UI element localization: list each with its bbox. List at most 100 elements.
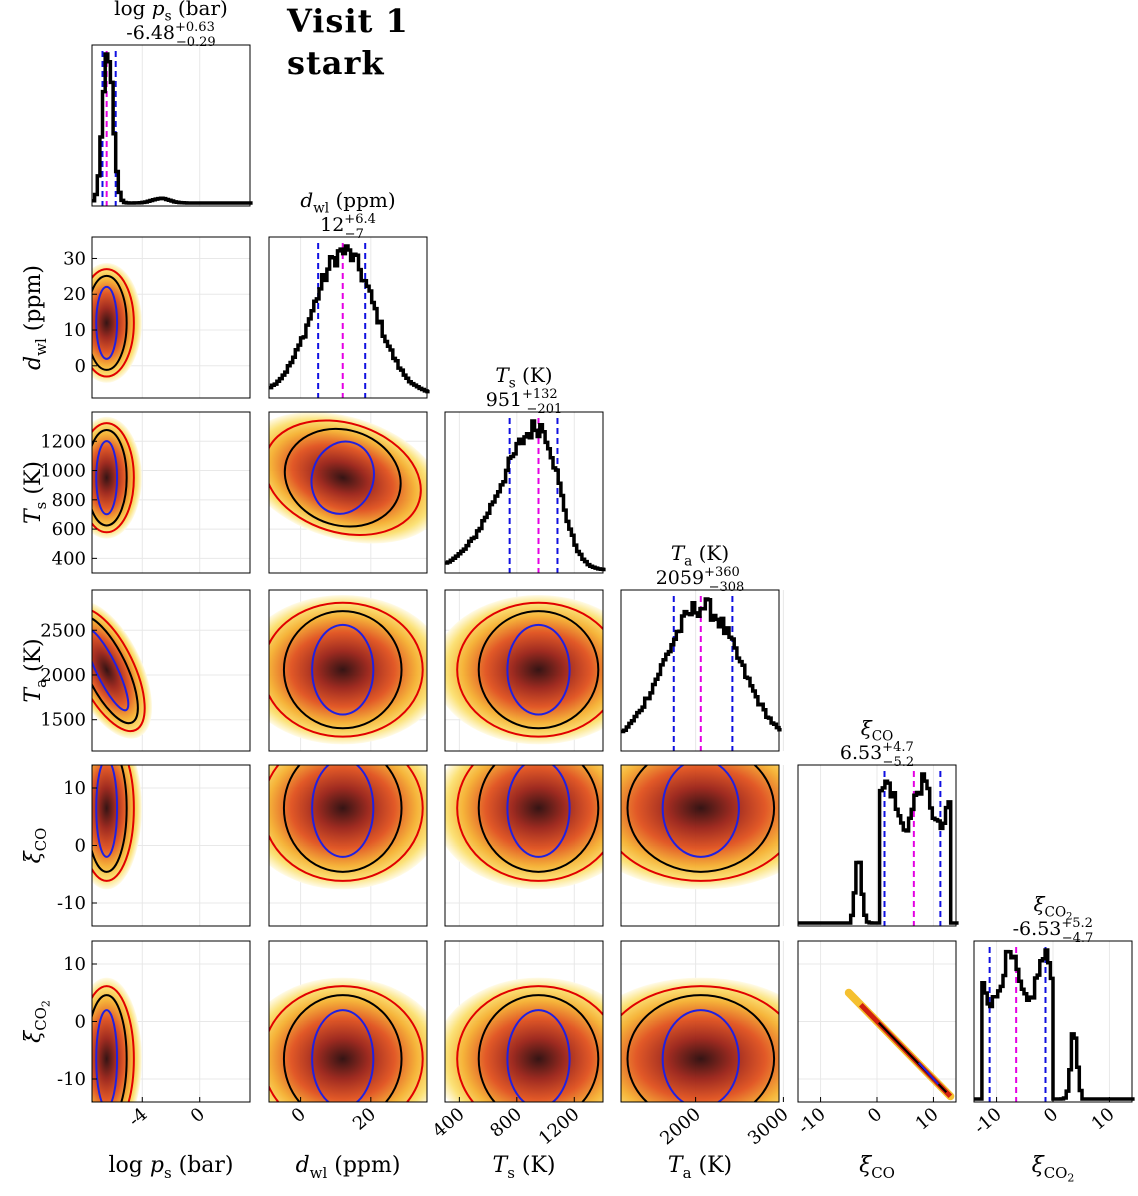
panel-xiCO-dwl <box>268 764 428 927</box>
density-heatmap <box>445 595 603 745</box>
histogram-xiCO2 <box>974 948 1135 1101</box>
density-heatmap <box>269 595 427 745</box>
panel-xiCO2-xiCO <box>797 940 957 1103</box>
hist-title-logps: log ps (bar) <box>114 0 228 25</box>
panel-Ts-Ts <box>444 411 606 574</box>
ylabel-dwl: dwl (ppm) <box>21 265 50 370</box>
contour-2sigma <box>92 615 139 725</box>
histogram-xiCO <box>798 772 959 925</box>
contour-2sigma <box>92 994 128 1102</box>
contour-2sigma <box>477 994 600 1102</box>
panel-Ta-Ts <box>444 589 604 752</box>
contour-2sigma <box>92 428 128 527</box>
xtick-xiCO2: -10 <box>970 1104 1006 1139</box>
contour-3sigma <box>269 601 424 738</box>
contour-3sigma <box>92 765 135 882</box>
panel-Ts-logps <box>91 411 251 574</box>
panel-Ta-Ta <box>620 589 784 752</box>
hist-title-Ts: Ts (K) <box>495 363 552 392</box>
xlabel-Ta: Ta (K) <box>668 1153 732 1182</box>
contour-2sigma <box>282 765 403 873</box>
panel-logps-logps <box>91 44 253 207</box>
xtick-dwl: 20 <box>349 1104 380 1135</box>
density-heatmap <box>621 977 779 1102</box>
contour-1sigma <box>918 1062 940 1085</box>
panel-xiCO-Ta <box>620 764 784 927</box>
xtick-dwl: 0 <box>288 1104 310 1127</box>
xtick-xiCO2: 0 <box>1040 1104 1062 1127</box>
density-heatmap <box>269 412 427 544</box>
figure-title-line2: stark <box>287 44 385 82</box>
density-heatmap <box>269 765 427 890</box>
xtick-xiCO: 0 <box>864 1104 886 1127</box>
contour-1sigma <box>506 623 571 716</box>
contour-2sigma <box>92 274 128 371</box>
contour-3sigma <box>456 985 603 1102</box>
contour-1sigma <box>661 1009 740 1102</box>
contour-1sigma <box>311 623 375 716</box>
density-heatmap <box>92 600 153 739</box>
ytick-Ts: 600 <box>52 519 86 540</box>
contour-2sigma <box>92 765 128 873</box>
panel-xiCO2-xiCO2 <box>973 940 1135 1103</box>
ytick-xiCO2: 10 <box>63 954 86 975</box>
contour-1sigma <box>95 765 119 858</box>
contour-3sigma <box>92 985 135 1102</box>
contour-2sigma <box>282 994 403 1102</box>
contour-3sigma <box>621 985 779 1102</box>
xtick-Ta: 3000 <box>744 1104 793 1150</box>
panel-xiCO-xiCO <box>797 764 959 927</box>
density-heatmap <box>621 765 779 890</box>
hist-title-dwl: dwl (ppm) <box>300 188 395 217</box>
ytick-Ts: 1000 <box>40 461 86 482</box>
xtick-Ts: 400 <box>429 1104 469 1142</box>
xtick-Ts: 800 <box>486 1104 526 1142</box>
density-heatmap <box>445 765 603 890</box>
hist-value-logps: -6.48+0.63 −0.29 <box>126 20 215 50</box>
panel-xiCO-logps <box>91 764 251 927</box>
xtick-logps: -4 <box>125 1104 152 1131</box>
contour-1sigma <box>95 1009 119 1102</box>
ytick-Ts: 400 <box>52 548 86 569</box>
ytick-xiCO: 0 <box>75 836 86 857</box>
contour-2sigma <box>477 765 600 873</box>
contour-3sigma <box>456 765 603 882</box>
contour-1sigma <box>506 1009 571 1102</box>
contour-1sigma <box>311 765 375 858</box>
density-heatmap <box>445 977 603 1102</box>
xlabel-dwl: dwl (ppm) <box>296 1153 401 1182</box>
ytick-Ta: 1500 <box>40 710 86 731</box>
histogram-dwl <box>269 244 430 394</box>
contour-1sigma <box>92 628 130 712</box>
panel-xiCO2-Ta <box>620 940 784 1103</box>
ytick-dwl: 10 <box>63 320 86 341</box>
panel-Ta-dwl <box>268 589 428 752</box>
histogram-logps <box>92 52 253 205</box>
ytick-xiCO: 10 <box>63 778 86 799</box>
xlabel-xiCO: ξCO <box>859 1153 895 1182</box>
contour-3sigma <box>92 268 135 378</box>
ylabel-Ts: Ts (K) <box>21 461 50 524</box>
xtick-xiCO: -10 <box>794 1104 830 1139</box>
ytick-Ta: 2500 <box>40 620 86 641</box>
xtick-logps: 0 <box>187 1104 209 1127</box>
contour-3sigma <box>92 607 146 733</box>
ylabel-Ta: Ta (K) <box>21 638 50 702</box>
hist-value-xiCO: 6.53+4.7 −5.2 <box>840 740 914 770</box>
contour-2sigma <box>282 610 403 730</box>
panel-Ts-dwl <box>268 411 428 574</box>
contour-3sigma <box>269 985 424 1102</box>
ytick-xiCO2: -10 <box>57 1069 86 1090</box>
xtick-xiCO2: 10 <box>1088 1104 1119 1135</box>
contour-2sigma <box>626 994 776 1102</box>
ylabel-xiCO: ξCO <box>21 828 50 864</box>
hist-title-xiCO: ξCO <box>861 716 894 745</box>
contour-3sigma <box>269 419 422 536</box>
contour-1sigma <box>310 440 375 515</box>
contour-3sigma <box>621 765 779 882</box>
hist-value-Ts: 951+132 −201 <box>486 387 563 417</box>
histogram-Ta <box>621 597 782 734</box>
panel-xiCO2-dwl <box>268 940 428 1103</box>
ytick-xiCO2: 0 <box>75 1012 86 1033</box>
